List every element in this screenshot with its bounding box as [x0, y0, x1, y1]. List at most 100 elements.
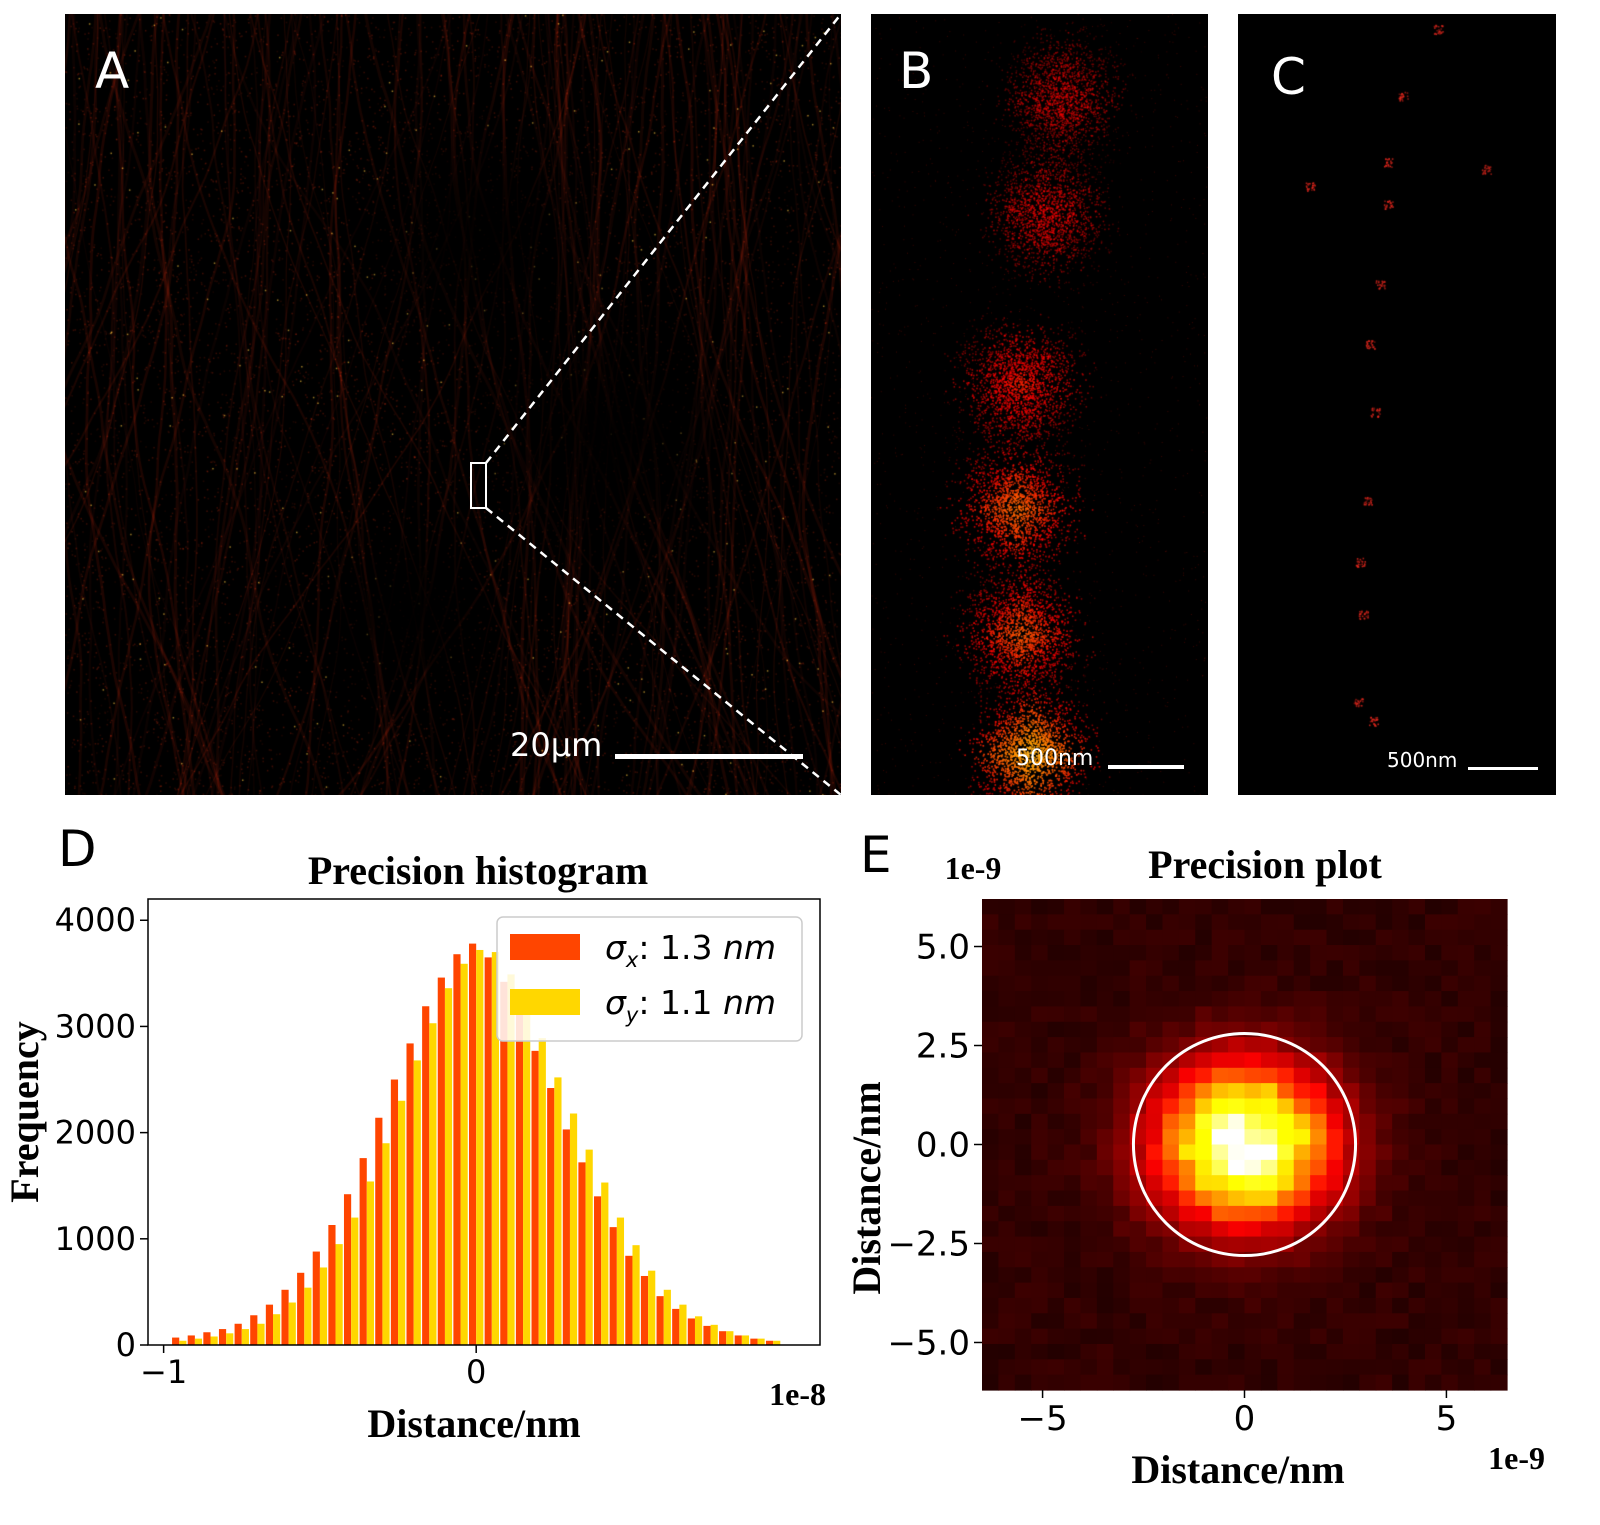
heatmap-cell	[1424, 1267, 1442, 1284]
heatmap-cell	[1195, 1267, 1213, 1284]
histogram-bar-sigma_y	[507, 974, 515, 1345]
heatmap-cell	[1228, 1067, 1246, 1084]
heatmap-cell	[1047, 1083, 1065, 1100]
heatmap-cell	[1195, 1221, 1213, 1238]
histogram-bar-sigma_x	[172, 1337, 180, 1345]
heatmap-cell	[1277, 929, 1295, 946]
histogram-bar-sigma_x	[406, 1043, 414, 1345]
heatmap-cell	[1375, 929, 1393, 946]
heatmap-cell	[1178, 975, 1196, 992]
precision-plot-xlabel: Distance/nm	[1131, 1447, 1344, 1492]
histogram-bar-sigma_x	[594, 1196, 602, 1345]
heatmap-cell	[1359, 1052, 1377, 1069]
heatmap-cell	[998, 1175, 1016, 1192]
heatmap-cell	[1228, 1205, 1246, 1222]
heatmap-cell	[1424, 1205, 1442, 1222]
heatmap-cell	[998, 960, 1016, 977]
heatmap-cell	[1178, 1159, 1196, 1176]
heatmap-cell	[1146, 1282, 1164, 1299]
legend-swatch-sigma-x	[510, 934, 580, 960]
heatmap-cell	[1080, 1190, 1098, 1207]
heatmap-cell	[998, 945, 1016, 961]
heatmap-cell	[1342, 1006, 1360, 1023]
heatmap-cell	[1490, 1343, 1508, 1360]
heatmap-cell	[1113, 1083, 1131, 1100]
heatmap-cell	[1277, 1083, 1295, 1100]
heatmap-cell	[1096, 960, 1114, 977]
heatmap-cell	[1014, 1328, 1032, 1345]
heatmap-cell	[1342, 1129, 1360, 1146]
heatmap-cell	[1408, 1190, 1426, 1207]
heatmap-cell	[1457, 1129, 1475, 1146]
heatmap-cell	[1424, 1190, 1442, 1207]
heatmap-cell	[1424, 1037, 1442, 1054]
heatmap-cell	[1113, 1359, 1131, 1376]
histogram-bar-sigma_y	[569, 1113, 578, 1345]
heatmap-cell	[1146, 1129, 1164, 1146]
heatmap-cell	[1441, 1190, 1459, 1207]
heatmap-cell	[1474, 1067, 1492, 1084]
heatmap-cell	[1408, 1021, 1426, 1038]
heatmap-cell	[1113, 1098, 1131, 1115]
heatmap-cell	[1064, 1037, 1082, 1054]
heatmap-cell	[1408, 914, 1426, 931]
heatmap-cell	[1375, 1159, 1393, 1176]
heatmap-cell	[1031, 1144, 1049, 1161]
heatmap-cell	[1244, 1205, 1262, 1222]
histogram-bar-sigma_y	[648, 1270, 656, 1345]
heatmap-cell	[1375, 899, 1393, 915]
heatmap-cell	[1260, 1113, 1278, 1130]
heatmap-cell	[1064, 1159, 1082, 1176]
heatmap-cell	[1146, 1159, 1164, 1176]
heatmap-cell	[1408, 1113, 1426, 1130]
heatmap-cell	[1375, 975, 1393, 992]
heatmap-cell	[1146, 1221, 1164, 1238]
heatmap-cell	[1162, 1313, 1180, 1330]
heatmap-cell	[1490, 1175, 1508, 1192]
heatmap-cell	[1014, 1251, 1032, 1268]
heatmap-cell	[998, 1037, 1016, 1054]
heatmap-cell	[1162, 1282, 1180, 1299]
heatmap-cell	[1047, 914, 1065, 931]
heatmap-cell	[1457, 1098, 1475, 1115]
heatmap-cell	[998, 1282, 1016, 1299]
heatmap-cell	[1424, 1374, 1442, 1391]
histogram-ytick-label: 2000	[55, 1114, 136, 1152]
heatmap-cell	[1146, 1251, 1164, 1268]
histogram-ytick-label: 4000	[55, 901, 136, 939]
heatmap-cell	[1146, 1144, 1164, 1161]
histogram-bar-sigma_y	[241, 1329, 249, 1345]
heatmap-cell	[1392, 960, 1410, 977]
heatmap-cell	[1260, 1236, 1278, 1253]
heatmap-cell	[1244, 1098, 1262, 1115]
histogram-bar-sigma_x	[218, 1329, 227, 1345]
heatmap-cell	[998, 1098, 1016, 1115]
histogram-bar-sigma_x	[437, 977, 445, 1345]
filament-zoom-diffraction-image	[871, 14, 1208, 795]
heatmap-cell	[1408, 1098, 1426, 1115]
heatmap-cell	[1277, 1343, 1295, 1360]
heatmap-cell	[1408, 1297, 1426, 1314]
heatmap-cell	[1375, 1205, 1393, 1222]
heatmap-cell	[1146, 975, 1164, 992]
heatmap-cell	[1244, 1067, 1262, 1084]
heatmap-cell	[1310, 1083, 1328, 1100]
histogram-bar-sigma_x	[390, 1079, 399, 1345]
heatmap-cell	[1031, 1328, 1049, 1345]
precision-plot-x-offset: 1e-9	[1488, 1440, 1545, 1476]
heatmap-cell	[1064, 1052, 1082, 1069]
heatmap-cell	[1228, 1144, 1246, 1161]
heatmap-cell	[1096, 1251, 1114, 1268]
heatmap-cell	[982, 1205, 1000, 1222]
heatmap-cell	[1310, 1037, 1328, 1054]
heatmap-cell	[1457, 1236, 1475, 1253]
heatmap-cell	[1260, 1144, 1278, 1161]
heatmap-cell	[1064, 1083, 1082, 1100]
heatmap-cell	[1326, 1359, 1344, 1376]
heatmap-cell	[1260, 945, 1278, 961]
precision-plot-ytick-label: 5.0	[916, 928, 970, 968]
heatmap-cell	[1031, 1006, 1049, 1023]
heatmap-cell	[1031, 1374, 1049, 1391]
heatmap-cell	[1244, 1175, 1262, 1192]
